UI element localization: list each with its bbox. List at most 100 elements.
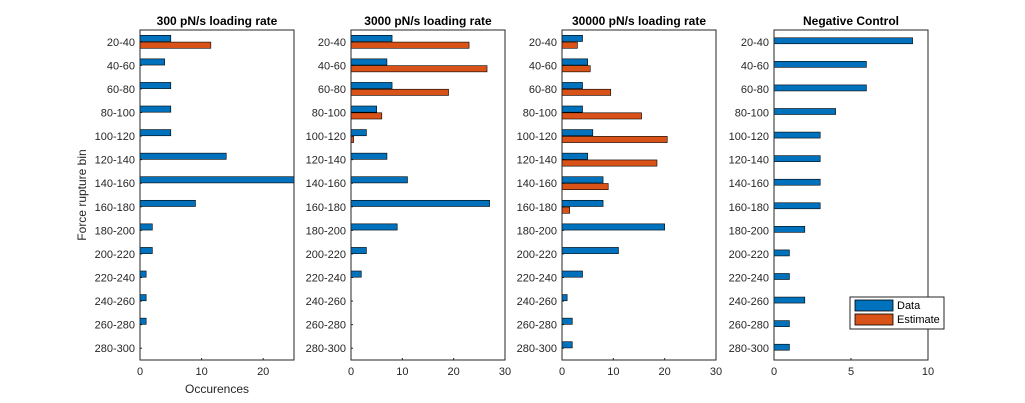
bar-data	[773, 296, 806, 304]
y-tick-label: 40-60	[529, 60, 557, 72]
x-tick-label: 10	[195, 366, 207, 378]
panel-title: 30000 pN/s loading rate	[572, 14, 706, 28]
x-tick-label: 10	[607, 366, 619, 378]
panel-negative-control: Negative Control 20-40 40-60 60-80 80-100 10…	[729, 14, 935, 378]
bar-estimate	[350, 112, 383, 120]
bar-data	[773, 37, 913, 45]
y-tick-label: 200-220	[306, 249, 346, 261]
bar-data	[773, 61, 867, 68]
y-tick-label: 200-220	[517, 249, 557, 261]
y-tick-label: 80-100	[735, 108, 769, 120]
bar-data	[139, 82, 172, 89]
bar-estimate	[561, 41, 578, 49]
y-tick-label: 200-220	[729, 249, 769, 261]
x-tick-label: 20	[257, 366, 269, 378]
y-tick-label: 100-120	[95, 131, 135, 143]
y-tick-label: 80-100	[312, 108, 346, 120]
x-tick-label: 0	[348, 366, 354, 378]
y-tick-label: 160-180	[729, 202, 769, 214]
bar-data	[350, 176, 408, 184]
axes-box	[561, 29, 717, 361]
bar-data	[773, 320, 790, 327]
bar-estimate	[350, 41, 470, 49]
y-tick-labels: 20-40 40-60 60-80 80-100 100-120 120-140 140-1…	[517, 37, 564, 355]
bar-data	[773, 343, 790, 351]
y-axis-label: Force rupture bin	[75, 149, 89, 240]
bar-data	[561, 199, 604, 207]
bar-data	[139, 129, 172, 137]
bar-data	[773, 155, 821, 162]
y-tick-label: 20-40	[741, 37, 769, 49]
x-tick-label: 10	[396, 366, 408, 378]
y-tick-label: 60-80	[741, 84, 769, 96]
bar-data	[350, 82, 393, 89]
bar-data	[139, 223, 153, 231]
y-tick-label: 140-160	[517, 178, 557, 190]
y-tick-label: 40-60	[318, 60, 346, 72]
y-tick-label: 60-80	[318, 84, 346, 96]
panel-3000: 3000 pN/s loading rate 20-40 40-60 60-80 80…	[306, 14, 512, 378]
x-ticks: 0 10 20 30	[559, 358, 722, 378]
y-tick-label: 280-300	[729, 343, 769, 355]
bar-data	[350, 270, 362, 278]
bar-data	[139, 58, 165, 66]
bar-data	[773, 273, 790, 280]
y-tick-label: 240-260	[95, 296, 135, 308]
bar-data	[561, 105, 583, 113]
bar-data	[350, 247, 367, 254]
bar-data	[561, 223, 665, 231]
bar-data	[561, 129, 594, 137]
y-tick-label: 100-120	[517, 131, 557, 143]
bar-data	[139, 270, 147, 278]
y-tick-label: 260-280	[729, 320, 769, 332]
bar-data	[561, 176, 604, 184]
bar-estimate	[139, 41, 212, 49]
bar-data	[561, 58, 588, 66]
y-tick-label: 120-140	[517, 155, 557, 167]
bar-data	[139, 294, 147, 302]
x-tick-label: 30	[499, 366, 511, 378]
y-tick-label: 160-180	[306, 202, 346, 214]
y-tick-label: 140-160	[306, 178, 346, 190]
bar-estimate	[561, 136, 668, 143]
y-tick-label: 240-260	[306, 296, 346, 308]
bar-data	[773, 226, 806, 233]
bar-data	[139, 152, 227, 160]
bar-data	[139, 247, 153, 254]
y-tick-label: 20-40	[529, 37, 557, 49]
bar-data	[139, 176, 295, 184]
y-tick-label: 60-80	[107, 84, 135, 96]
y-tick-label: 40-60	[741, 60, 769, 72]
x-tick-label: 0	[771, 366, 777, 378]
x-ticks: 0 10 20 30	[348, 358, 511, 378]
y-tick-label: 60-80	[529, 84, 557, 96]
y-tick-label: 160-180	[517, 202, 557, 214]
bar-estimate	[561, 206, 570, 214]
bar-data	[139, 105, 172, 113]
bar-data	[350, 34, 393, 42]
y-tick-labels: 20-40 40-60 60-80 80-100 100-120 120-140 140-1…	[306, 37, 353, 355]
legend: Data Estimate	[849, 296, 945, 330]
bar-data	[773, 108, 836, 115]
y-tick-label: 140-160	[95, 178, 135, 190]
legend-swatch-estimate	[854, 313, 894, 326]
bar-estimate	[561, 159, 658, 167]
y-tick-label: 220-240	[306, 273, 346, 285]
y-tick-label: 180-200	[95, 225, 135, 237]
y-tick-label: 220-240	[517, 273, 557, 285]
y-tick-label: 20-40	[107, 37, 135, 49]
y-tick-label: 280-300	[306, 343, 346, 355]
panel-30000: 30000 pN/s loading rate 20-40 40-60 60-80 8…	[517, 14, 723, 378]
y-tick-label: 120-140	[729, 155, 769, 167]
y-tick-label: 260-280	[95, 320, 135, 332]
bar-data	[561, 270, 583, 278]
y-tick-label: 260-280	[517, 320, 557, 332]
x-tick-label: 30	[710, 366, 722, 378]
y-tick-label: 80-100	[523, 108, 557, 120]
bar-estimate	[350, 88, 449, 96]
y-tick-label: 260-280	[306, 320, 346, 332]
x-tick-label: 0	[559, 366, 565, 378]
y-tick-label: 220-240	[729, 273, 769, 285]
bar-data	[561, 82, 583, 89]
